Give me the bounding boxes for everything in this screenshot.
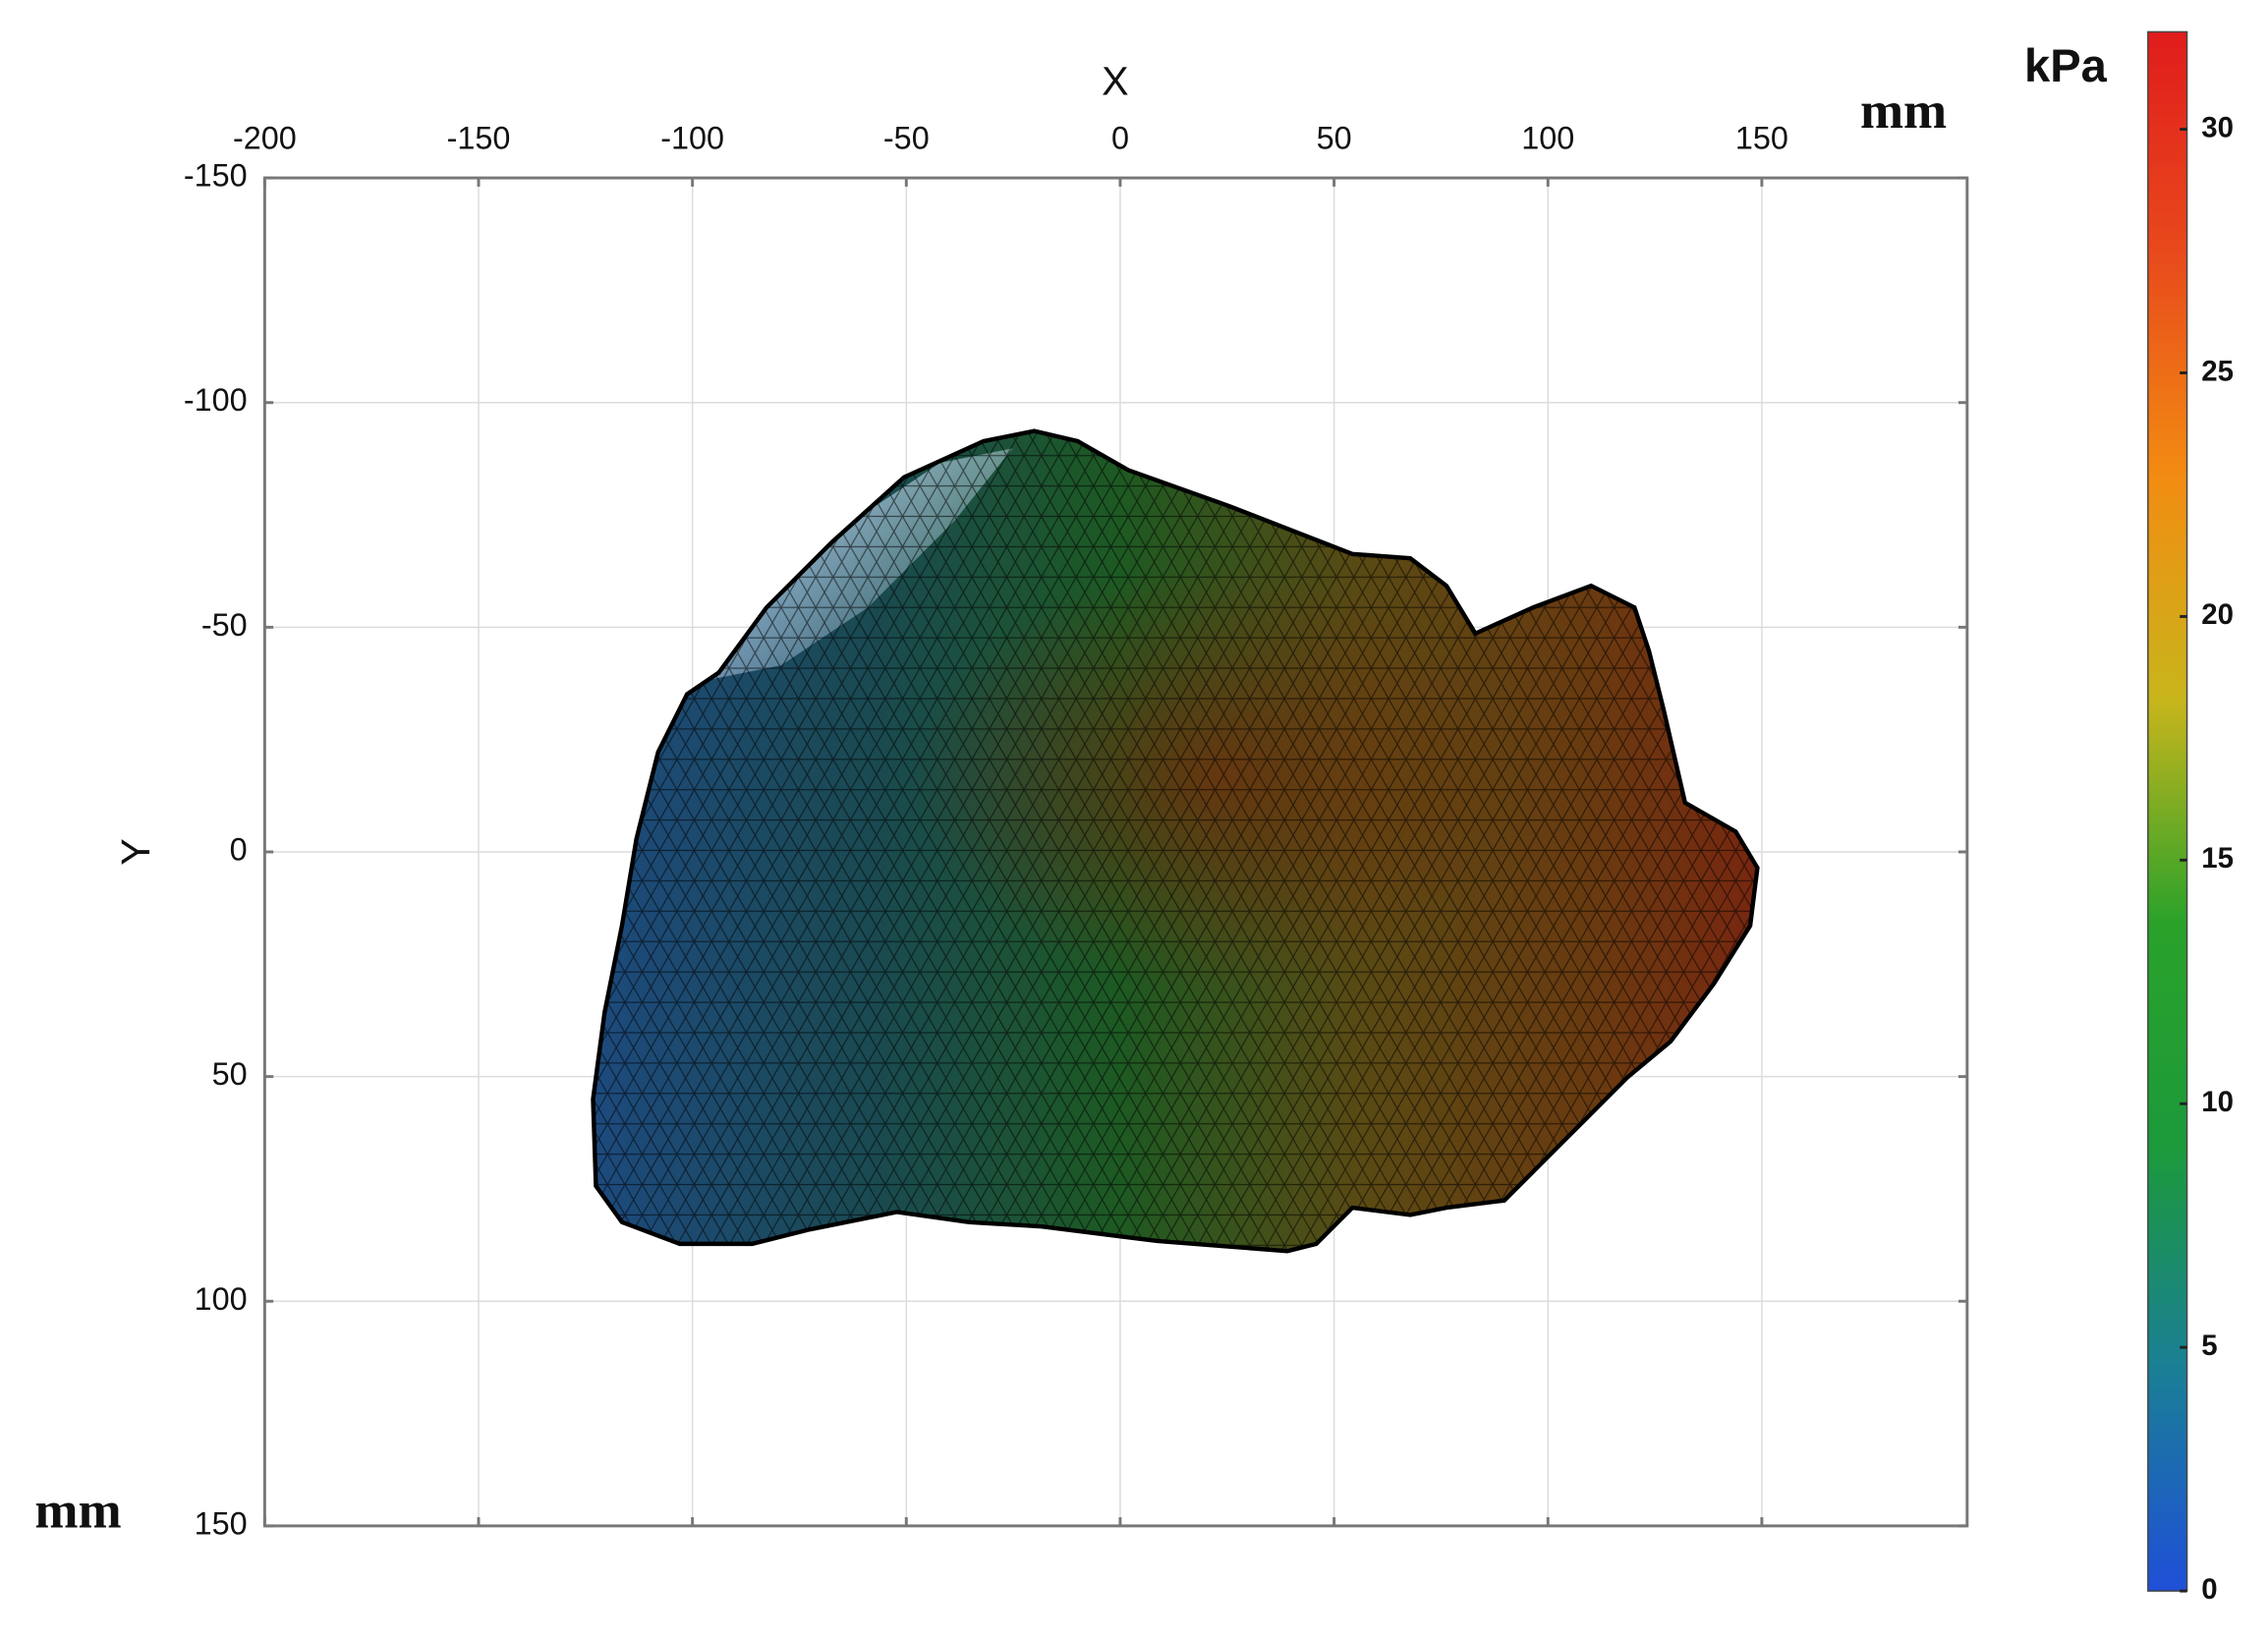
colorbar-tick-label: 10 — [2201, 1086, 2234, 1118]
colorbar-tick-label: 15 — [2201, 842, 2234, 875]
y-tick-label: 50 — [212, 1056, 248, 1092]
colorbar-label: kPa — [2024, 39, 2108, 91]
colorbar — [2147, 30, 2188, 1592]
x-tick-label: -150 — [447, 120, 511, 155]
y-axis-label: Y — [113, 838, 158, 865]
x-tick-label: 50 — [1317, 120, 1352, 155]
x-tick-label: -200 — [233, 120, 297, 155]
y-unit: mm — [34, 1483, 121, 1540]
colorbar-tick-label: 0 — [2201, 1573, 2217, 1606]
x-tick-label: 100 — [1521, 120, 1574, 155]
liver-outline — [591, 428, 1760, 1254]
colorbar-tick-label: 25 — [2201, 355, 2234, 387]
liver-surface — [593, 430, 1758, 1252]
y-tick-label: -100 — [184, 382, 248, 418]
y-tick-label: -50 — [201, 607, 248, 643]
y-tick-label: 100 — [195, 1281, 248, 1317]
y-tick-label: 0 — [230, 832, 248, 868]
colorbar-tick-label: 30 — [2201, 111, 2234, 143]
y-tick-label: -150 — [184, 158, 248, 194]
colorbar-tick-label: 20 — [2201, 598, 2234, 631]
x-axis-label: X — [1102, 58, 1128, 103]
axes-box — [262, 176, 1969, 1528]
x-tick-label: -100 — [660, 120, 724, 155]
x-tick-label: 150 — [1735, 120, 1788, 155]
colorbar-tick-label: 5 — [2201, 1329, 2217, 1362]
x-unit: mm — [1860, 83, 1947, 140]
y-tick-label: 150 — [195, 1505, 248, 1541]
x-tick-label: -50 — [883, 120, 930, 155]
x-tick-label: 0 — [1111, 120, 1129, 155]
